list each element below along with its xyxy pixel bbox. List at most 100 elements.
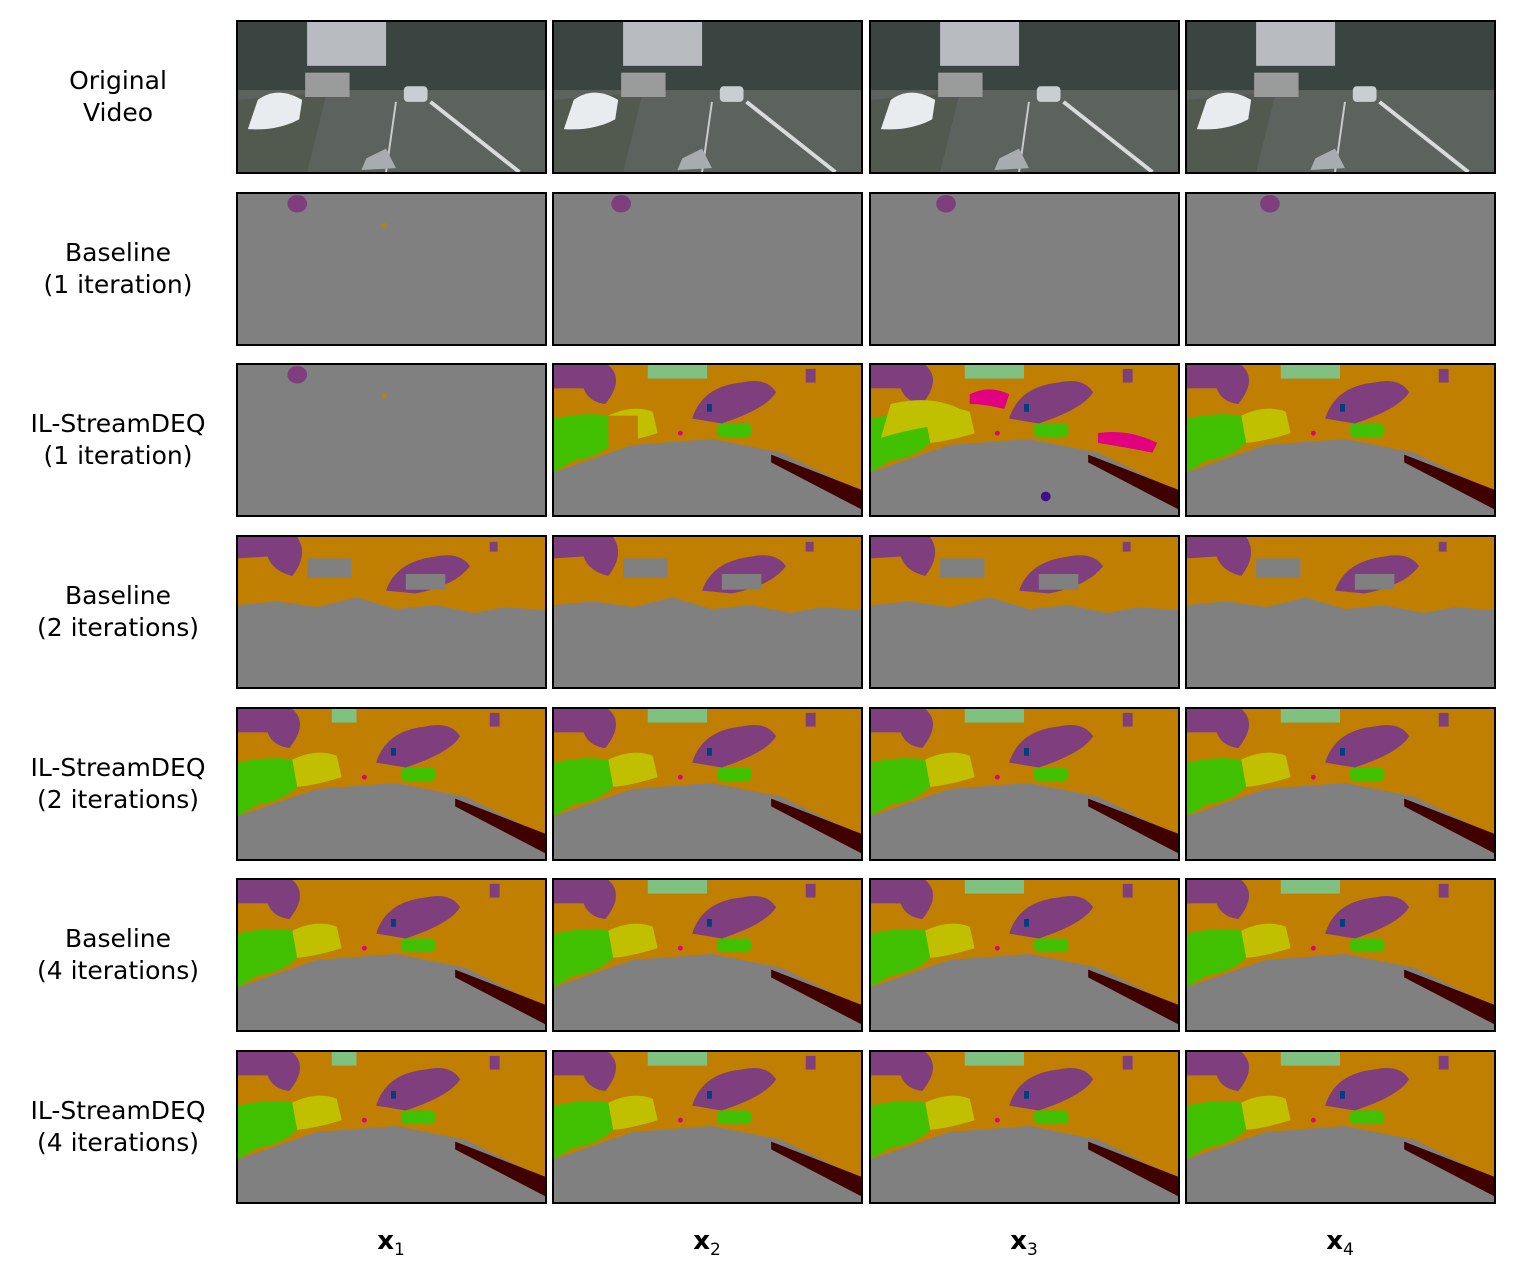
segment-car [1033,423,1069,438]
segment-vegetation [1438,1055,1449,1070]
segmentation-map [1185,363,1496,517]
segment-pole [1024,1090,1029,1099]
video-white-car [563,92,619,130]
video-sky [1256,22,1336,66]
segment-car [400,1110,436,1125]
segment-vegetation [554,880,617,919]
segment-car [871,758,931,817]
segment-road [721,574,762,590]
segment-vegetation [1009,724,1094,768]
segment-truck [925,752,975,787]
segmentation-map [236,363,547,517]
segment-person [994,430,1000,436]
segment-building [381,393,387,399]
segment-person [1310,430,1316,436]
column-label-subscript: 2 [709,1240,721,1261]
segment-vegetation [554,365,617,404]
segmentation-map [552,535,863,689]
segment-truck [608,1095,658,1130]
segment-road [238,194,545,344]
video-lane-line [429,100,521,172]
segmentation-map [869,1050,1180,1204]
segment-pole [1024,747,1029,756]
segment-vegetation [1187,880,1250,919]
segment-truck [1241,1095,1291,1130]
segment-building [1187,709,1494,836]
video-road-arrow [1310,148,1345,171]
segment-vegetation [692,380,777,424]
segmentation-map [1185,707,1496,861]
segmentation-map [552,363,863,517]
segment-car [716,938,752,953]
segment-pole [1024,918,1029,927]
segment-person [361,774,367,780]
segment-pole [707,1090,712,1099]
segment-person [994,774,1000,780]
segment-sky [1280,880,1341,894]
segment-truck [1241,923,1291,958]
segment-truck [925,1095,975,1130]
segment-pole [391,1090,396,1099]
segment-vegetation [376,895,461,939]
segment-truck [292,923,342,958]
segment-vegetation [871,1052,934,1091]
segment-person [677,1117,683,1123]
segment-vegetation [692,724,777,768]
segment-pole [391,918,396,927]
column-label: x4 [1300,1226,1380,1260]
segment-pole [1340,1090,1345,1099]
segment-vegetation [1325,895,1410,939]
segmentation-map [869,363,1180,517]
segment-car [400,938,436,953]
segment-vegetation [554,709,617,748]
segment-vegetation [1325,1067,1410,1111]
segment-sidewalk [1088,454,1178,510]
segment-vegetation [1122,1055,1133,1070]
segment-car [238,1101,298,1160]
segmentation-map [552,707,863,861]
segment-car [716,1110,752,1125]
video-truck [938,72,983,97]
column-label-base: x [1326,1226,1343,1256]
video-lane-line [1378,100,1470,172]
segmentation-map [552,878,863,1032]
segmentation-map [869,707,1180,861]
column-label: x3 [984,1226,1064,1260]
segment-sky [647,1052,708,1066]
video-buildings [554,22,861,91]
segment-vegetation [489,712,500,727]
segment-car [1187,758,1247,817]
segment-vegetation [1325,724,1410,768]
segmentation-map [236,1050,547,1204]
segment-pole [391,747,396,756]
segment-vegetation [1122,883,1133,898]
segment-car [554,1101,614,1160]
segment-vegetation [1009,380,1094,424]
segment-vegetation [554,537,619,576]
segment-car [871,1101,931,1160]
segment-car [554,929,614,988]
segment-person [1098,431,1158,453]
segment-sky [647,365,708,379]
segment-vegetation [805,1055,816,1070]
segment-vegetation [1438,541,1447,552]
segment-vegetation [1187,709,1250,748]
segment-car [1033,767,1069,782]
segment-sidewalk [455,1141,545,1197]
row-label: Original Video [0,65,236,129]
segment-building [1187,365,1494,492]
row-label-line1: Baseline [65,238,171,267]
segment-vegetation [1438,712,1449,727]
segment-vegetation [936,194,956,213]
row-label-line2: (1 iteration) [43,270,193,299]
segment-truck [608,923,658,958]
segment-person [677,945,683,951]
row-label-line1: Baseline [65,924,171,953]
segment-vegetation [1260,194,1280,213]
segment-building [608,415,638,445]
video-truck [1254,72,1299,97]
segment-pole [707,918,712,927]
row-label-line1: IL-StreamDEQ [30,409,206,438]
segment-building [871,880,1178,1007]
